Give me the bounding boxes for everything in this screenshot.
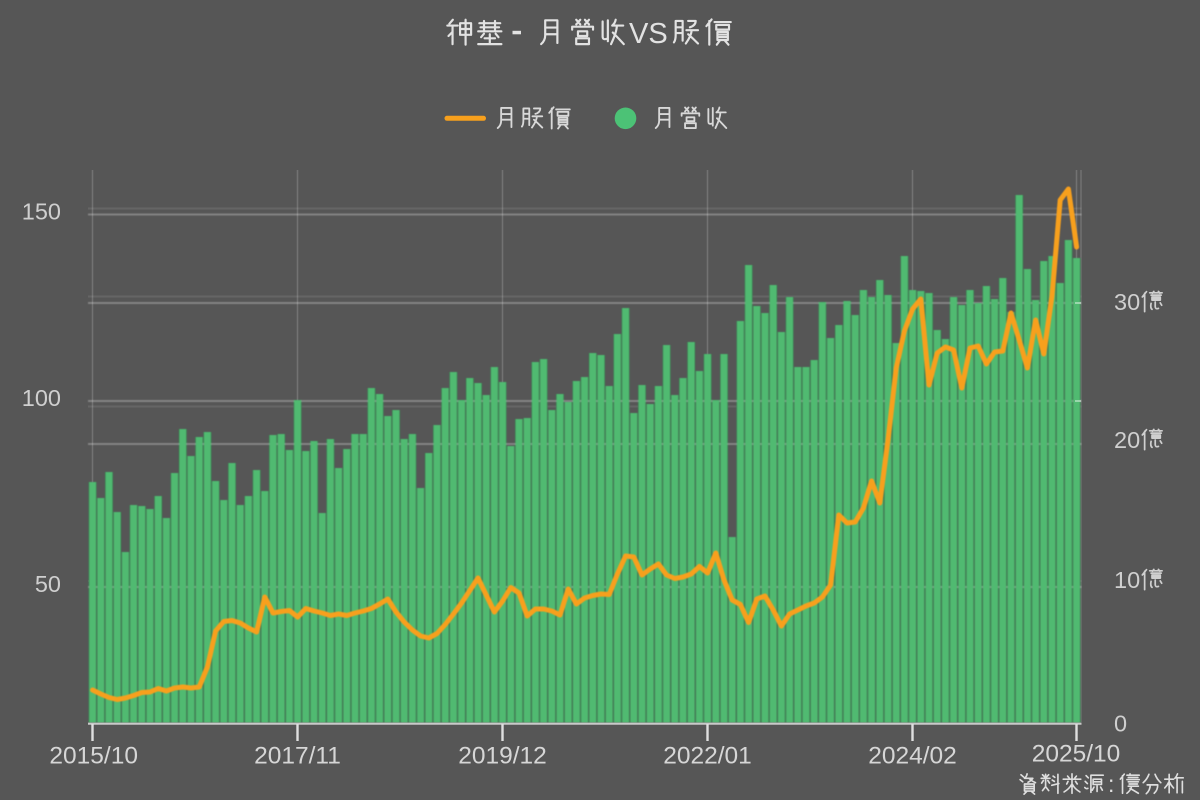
svg-text:2025/10: 2025/10 [1032,741,1121,768]
svg-text:10: 10 [1114,567,1140,593]
svg-text:VS: VS [629,18,668,50]
svg-text:0: 0 [1114,711,1127,737]
svg-text:150: 150 [22,199,61,225]
svg-text:2015/10: 2015/10 [49,743,138,770]
svg-text:100: 100 [22,385,61,411]
svg-text:20: 20 [1114,427,1140,453]
svg-text:2022/01: 2022/01 [663,743,752,770]
svg-text:2024/02: 2024/02 [868,743,957,770]
svg-text:2017/11: 2017/11 [254,743,341,770]
svg-text::: : [1108,771,1114,797]
svg-text:2019/12: 2019/12 [458,743,547,770]
svg-text:50: 50 [35,571,61,597]
svg-text:30: 30 [1114,289,1140,315]
